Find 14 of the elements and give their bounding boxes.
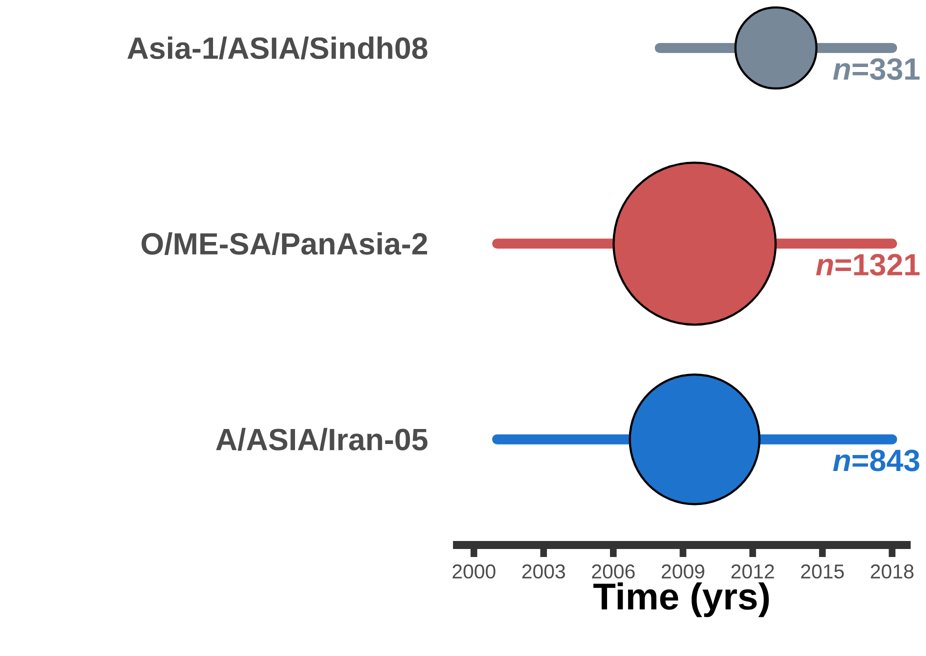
annotation: n=331 (833, 58, 920, 80)
x-tick-label: 2006 (592, 564, 635, 579)
y-tick-label: O/ME-SA/PanAsia-2 (142, 232, 428, 256)
x-tick-label: 2009 (662, 564, 704, 579)
x-tick-label: 2015 (801, 564, 844, 579)
x-tick-label: 2012 (731, 564, 774, 579)
annotation: n=1321 (816, 254, 920, 276)
x-tick-label: 2018 (870, 564, 914, 579)
x-tick-label: 2003 (522, 564, 565, 579)
x-axis-title: Time (yrs) (593, 582, 769, 618)
annotation: n=843 (833, 450, 920, 472)
y-tick-label: A/ASIA/Iran-05 (216, 428, 428, 451)
x-tick-label: 2000 (452, 564, 496, 579)
y-tick-label: Asia-1/ASIA/Sindh08 (127, 36, 428, 60)
